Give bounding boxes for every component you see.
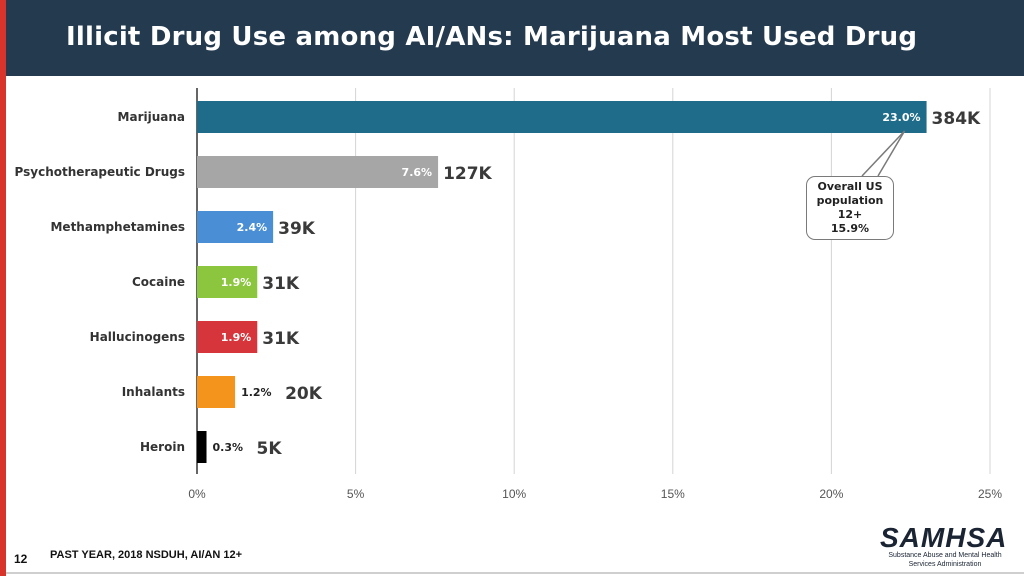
samhsa-logo: SAMHSA Substance Abuse and Mental Health…	[870, 522, 1006, 572]
percent-label: 0.3%	[213, 441, 244, 454]
x-tick-label: 20%	[819, 487, 843, 501]
bar-inhalants	[197, 376, 236, 408]
x-tick-label: 25%	[978, 487, 1002, 501]
x-tick-label: 5%	[347, 487, 365, 501]
bottom-divider	[6, 572, 1024, 574]
overall-us-callout: Overall US population 12+ 15.9%	[806, 176, 894, 240]
category-label: Marijuana	[118, 110, 185, 124]
bar-methamphetamines	[197, 211, 274, 243]
percent-label: 23.0%	[882, 111, 920, 124]
bar-cocaine	[197, 266, 258, 298]
callout-line-1: Overall US	[817, 180, 883, 193]
category-label: Psychotherapeutic Drugs	[15, 165, 185, 179]
slide-title: Illicit Drug Use among AI/ANs: Marijuana…	[66, 22, 918, 52]
count-label: 127K	[443, 164, 492, 184]
callout-pointer	[877, 130, 906, 177]
category-label: Hallucinogens	[90, 330, 185, 344]
x-tick-label: 15%	[661, 487, 685, 501]
category-label: Cocaine	[132, 275, 185, 289]
count-label: 20K	[285, 384, 323, 404]
category-label: Methamphetamines	[50, 220, 185, 234]
page-number: 12	[14, 552, 28, 566]
bar-chart: 0% 5% 10% 15% 20% 25% Marijuana 23.0% 384K Psycho…	[15, 88, 1002, 501]
count-label: 384K	[932, 109, 981, 129]
bar-hallucinogens	[197, 321, 258, 353]
count-label: 39K	[278, 219, 316, 239]
bar-psychotherapeutic-drugs	[197, 156, 439, 188]
title-banner: Illicit Drug Use among AI/ANs: Marijuana…	[6, 0, 1024, 76]
source-footnote: PAST YEAR, 2018 NSDUH, AI/AN 12+	[50, 549, 243, 561]
category-label: Heroin	[140, 440, 185, 454]
x-tick-label: 10%	[502, 487, 526, 501]
percent-label: 1.2%	[241, 386, 272, 399]
callout-line-3: 12+	[837, 208, 863, 221]
logo-wordmark: SAMHSA	[880, 522, 1008, 553]
percent-label: 7.6%	[402, 166, 433, 179]
percent-label: 2.4%	[237, 221, 268, 234]
percent-label: 1.9%	[221, 331, 252, 344]
callout-line-2: population	[816, 194, 884, 207]
bar-heroin	[197, 431, 207, 463]
x-tick-label: 0%	[188, 487, 206, 501]
logo-subtext: Substance Abuse and Mental Health Servic…	[888, 552, 1002, 568]
category-label: Inhalants	[122, 385, 185, 399]
count-label: 31K	[262, 329, 300, 349]
bar-marijuana	[197, 101, 927, 133]
count-label: 31K	[262, 274, 300, 294]
left-accent-bar	[0, 0, 6, 576]
count-label: 5K	[257, 439, 283, 459]
callout-line-4: 15.9%	[830, 222, 870, 235]
percent-label: 1.9%	[221, 276, 252, 289]
callout-pointer	[861, 130, 906, 177]
